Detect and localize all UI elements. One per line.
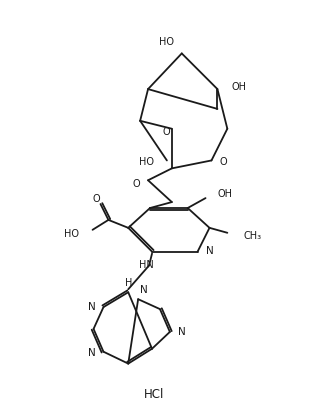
Text: HO: HO [139, 158, 154, 168]
Text: N: N [88, 348, 95, 358]
Text: OH: OH [231, 82, 246, 92]
Text: HCl: HCl [144, 388, 164, 401]
Text: N: N [178, 327, 185, 337]
Text: N: N [140, 285, 148, 295]
Text: H: H [125, 278, 132, 288]
Text: O: O [162, 127, 170, 137]
Text: O: O [219, 158, 227, 168]
Text: O: O [93, 194, 100, 204]
Text: HO: HO [64, 229, 79, 239]
Text: HO: HO [159, 36, 174, 47]
Text: N: N [88, 302, 95, 312]
Text: O: O [133, 179, 140, 189]
Text: OH: OH [218, 189, 232, 199]
Text: HN: HN [139, 261, 154, 271]
Text: CH₃: CH₃ [243, 231, 261, 241]
Text: N: N [205, 246, 213, 256]
